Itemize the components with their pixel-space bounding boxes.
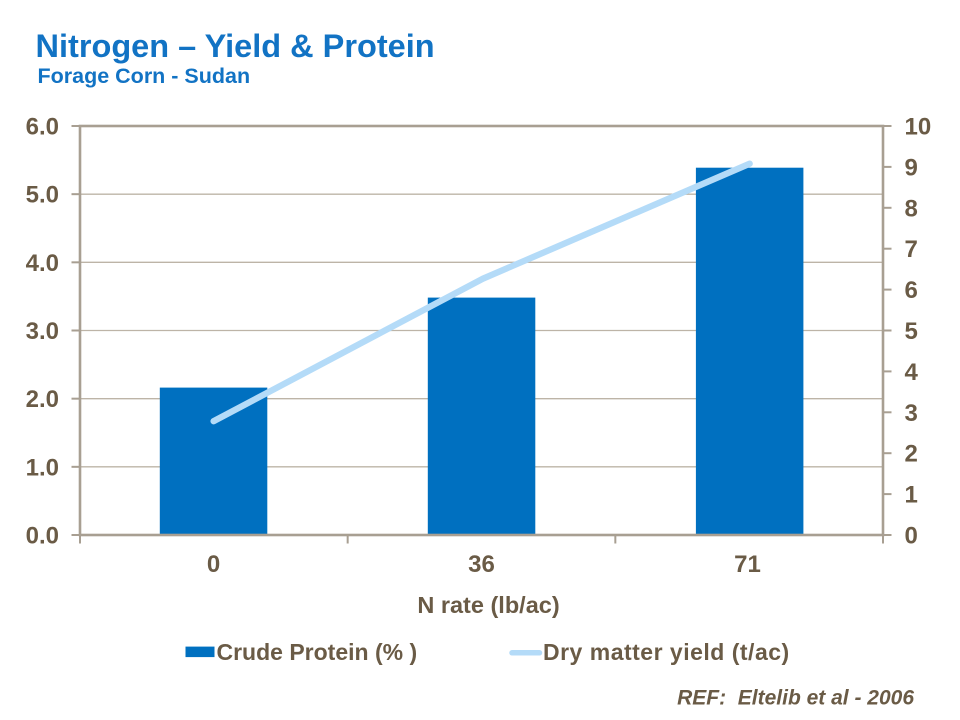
- svg-text:6.0: 6.0: [26, 114, 59, 141]
- svg-text:Crude Protein (% ): Crude Protein (% ): [217, 639, 418, 665]
- svg-text:8: 8: [905, 195, 918, 222]
- svg-text:5: 5: [905, 318, 918, 345]
- svg-text:6: 6: [905, 277, 918, 304]
- svg-text:3.0: 3.0: [26, 318, 59, 345]
- svg-text:Nitrogen – Yield & Protein: Nitrogen – Yield & Protein: [36, 28, 435, 64]
- svg-text:3: 3: [905, 400, 918, 427]
- svg-text:1: 1: [905, 482, 918, 509]
- svg-text:5.0: 5.0: [26, 182, 59, 209]
- svg-text:Forage Corn - Sudan: Forage Corn - Sudan: [38, 64, 251, 88]
- svg-text:9: 9: [905, 154, 918, 181]
- svg-text:1.0: 1.0: [26, 454, 59, 481]
- svg-text:N rate (lb/ac): N rate (lb/ac): [417, 592, 559, 618]
- svg-text:2.0: 2.0: [26, 386, 59, 413]
- svg-text:0: 0: [207, 551, 220, 578]
- svg-text:4.0: 4.0: [26, 250, 59, 277]
- svg-text:Dry matter yield (t/ac): Dry matter yield (t/ac): [543, 639, 790, 665]
- svg-text:2: 2: [905, 441, 918, 468]
- svg-text:REF: Eltelib et al - 2006: REF: Eltelib et al - 2006: [677, 686, 914, 709]
- svg-text:36: 36: [468, 551, 495, 578]
- svg-text:4: 4: [905, 359, 919, 386]
- svg-text:10: 10: [905, 114, 932, 141]
- svg-text:7: 7: [905, 236, 918, 263]
- svg-text:0.0: 0.0: [26, 523, 59, 550]
- svg-text:71: 71: [734, 551, 761, 578]
- svg-text:0: 0: [905, 523, 918, 550]
